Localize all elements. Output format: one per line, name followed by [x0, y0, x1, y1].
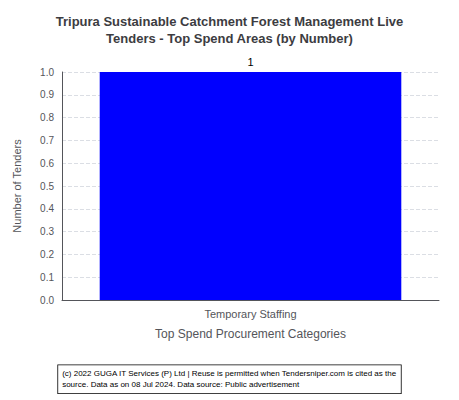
svg-text:0.9: 0.9 — [40, 89, 54, 100]
svg-text:Top Spend Procurement Categori: Top Spend Procurement Categories — [155, 327, 346, 341]
svg-text:0.6: 0.6 — [40, 158, 54, 169]
svg-text:0.3: 0.3 — [40, 226, 54, 237]
svg-text:0.0: 0.0 — [40, 295, 54, 306]
svg-text:0.7: 0.7 — [40, 135, 54, 146]
svg-text:0.2: 0.2 — [40, 249, 54, 260]
svg-text:Tripura Sustainable Catchment: Tripura Sustainable Catchment Forest Man… — [56, 14, 403, 29]
svg-text:0.8: 0.8 — [40, 112, 54, 123]
svg-text:1: 1 — [247, 56, 253, 68]
svg-text:Temporary Staffing: Temporary Staffing — [204, 308, 296, 320]
svg-text:source. Data as on 08 Jul 2024: source. Data as on 08 Jul 2024. Data sou… — [62, 380, 300, 389]
svg-text:1.0: 1.0 — [40, 67, 54, 78]
svg-text:(c) 2022 GUGA IT Services (P): (c) 2022 GUGA IT Services (P) Ltd | Reus… — [62, 369, 396, 378]
svg-text:Tenders - Top Spend Areas (by: Tenders - Top Spend Areas (by Number) — [106, 31, 353, 46]
svg-text:Number of Tenders: Number of Tenders — [11, 139, 23, 233]
svg-text:0.1: 0.1 — [40, 272, 54, 283]
svg-text:0.4: 0.4 — [40, 203, 54, 214]
svg-text:0.5: 0.5 — [40, 181, 54, 192]
